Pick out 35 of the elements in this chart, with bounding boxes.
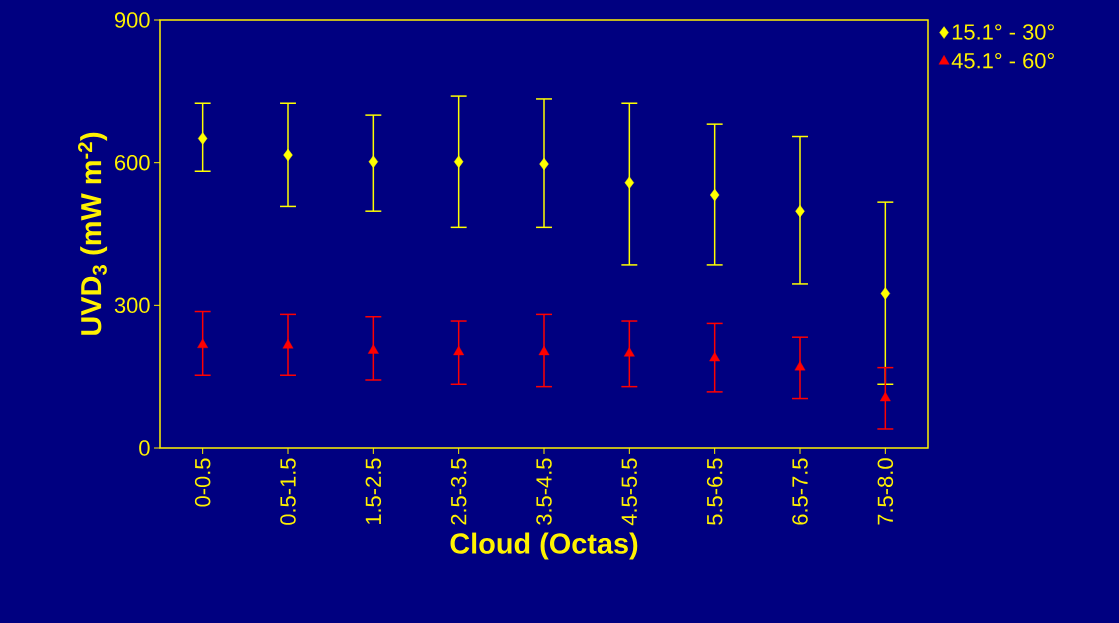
point [879, 391, 891, 402]
x-tick-label: 0.5-1.5 [280, 458, 296, 525]
x-axis-title: Cloud (Octas) [450, 532, 638, 560]
x-tick-label: 2.5-3.5 [450, 458, 467, 525]
point [794, 360, 806, 371]
x-tick-label: 5.5-6.5 [706, 458, 723, 525]
point [795, 205, 805, 218]
y-tick-label: 600 [115, 154, 150, 171]
point [197, 132, 208, 145]
point [283, 148, 293, 162]
point [368, 155, 379, 168]
point [709, 351, 721, 362]
point [453, 155, 464, 168]
point [623, 347, 635, 357]
legend-label: 15.1° - 30° [952, 24, 1054, 40]
point [282, 339, 294, 349]
y-tick-label: 0 [139, 440, 150, 456]
point [197, 338, 209, 348]
point [624, 176, 635, 189]
point [709, 188, 720, 202]
x-tick-label: 4.5-5.5 [621, 458, 637, 526]
point [539, 157, 549, 171]
x-tick-label: 3.5-4.5 [536, 458, 552, 525]
legend-label: 45.1° - 60° [951, 52, 1054, 69]
point [453, 345, 465, 356]
y-tick-label: 300 [114, 297, 150, 314]
x-tick-label: 7.5-8.0 [877, 458, 894, 525]
x-tick-label: 6.5-7.5 [792, 458, 808, 525]
point [880, 287, 891, 300]
point [538, 345, 550, 356]
x-tick-label: 0-0.5 [194, 458, 211, 507]
point [367, 344, 379, 354]
y-tick-label: 900 [114, 12, 150, 28]
x-tick-label: 1.5-2.5 [365, 458, 382, 525]
y-axis-title: UVD$_{3}$ (mW m$^{-2}$) [77, 132, 108, 335]
